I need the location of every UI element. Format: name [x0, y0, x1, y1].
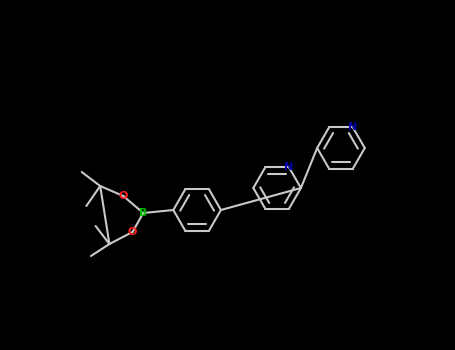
Text: O: O: [119, 191, 128, 201]
Text: B: B: [139, 208, 147, 218]
Text: N: N: [348, 122, 358, 132]
Text: O: O: [128, 227, 137, 237]
Text: N: N: [284, 162, 293, 173]
